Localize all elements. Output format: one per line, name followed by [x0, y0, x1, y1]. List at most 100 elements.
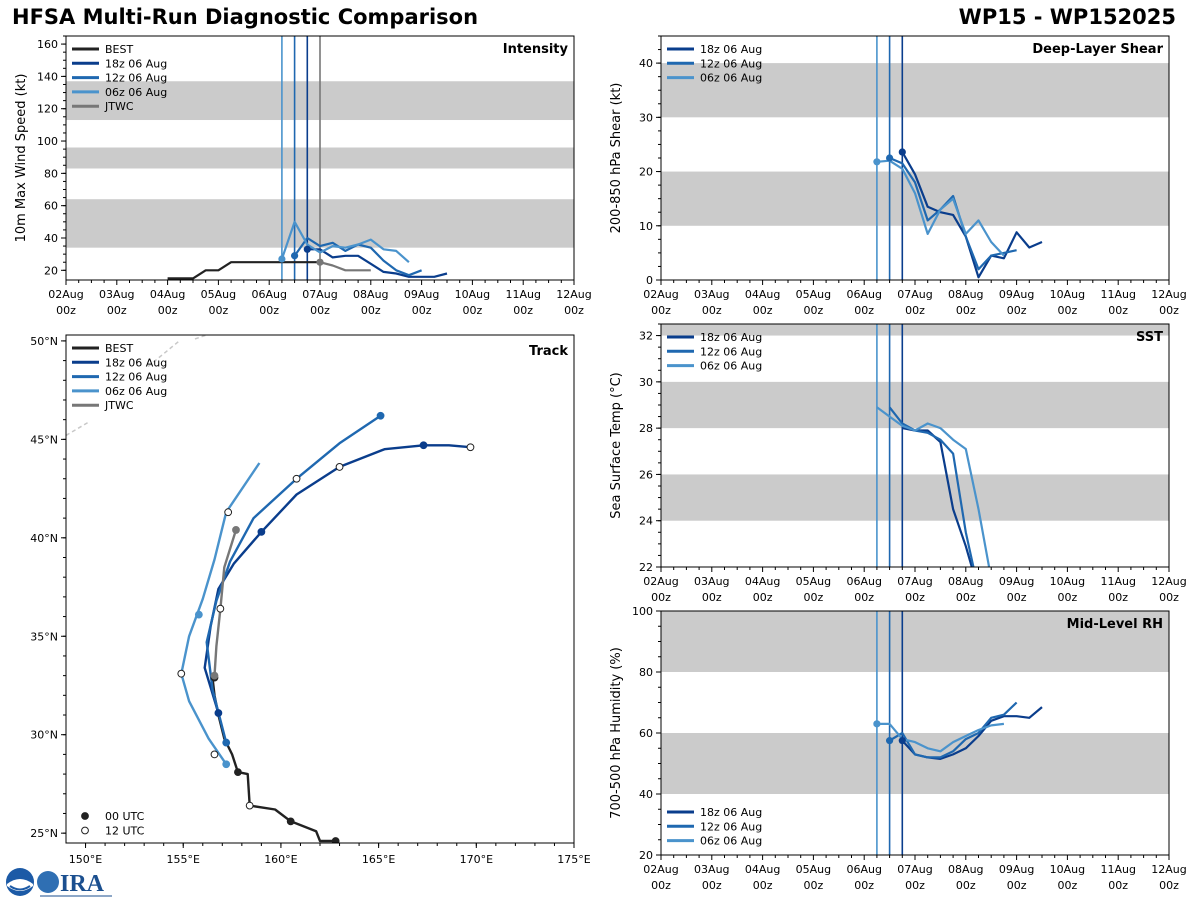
rh-xtick-label: 11Aug [1100, 863, 1135, 876]
shear-xtick-label: 09Aug [999, 288, 1034, 301]
intensity-series-BEST [167, 261, 320, 280]
sst-ytick-label: 26 [639, 468, 653, 481]
rh-title: Mid-Level RH [1067, 617, 1163, 632]
rh-legend-label: 18z 06 Aug [700, 806, 762, 819]
sst-plot-area [661, 324, 1169, 567]
rh-band-1 [661, 611, 1169, 672]
sst-xtick-sublabel: 00z [1007, 591, 1027, 604]
track-panel: 150°E 155°E 160°E 165°E 170°E 175°E 25°N 30°N 35… [30, 334, 591, 866]
sst-xtick-label: 09Aug [999, 575, 1034, 588]
track-legend-label: 12z 06 Aug [105, 371, 167, 384]
rh-xtick-label: 05Aug [796, 863, 831, 876]
rh-xtick-sublabel: 00z [905, 879, 925, 892]
intensity-ylabel: 10m Max Wind Speed (kt) [14, 74, 29, 243]
intensity-xtick-sublabel: 00z [564, 304, 584, 317]
rh-legend-label: 06z 06 Aug [700, 835, 762, 848]
sst-band-0 [661, 474, 1169, 521]
intensity-xtick-sublabel: 00z [463, 304, 483, 317]
sst-xtick-sublabel: 00z [1058, 591, 1078, 604]
intensity-ytick-label: 160 [37, 38, 58, 51]
intensity-xtick-label: 06Aug [251, 288, 286, 301]
shear-ytick-label: 40 [639, 57, 653, 70]
track-xtick-label: 170°E [460, 853, 493, 866]
shear-xtick-label: 10Aug [1050, 288, 1085, 301]
rh-xtick-sublabel: 00z [753, 879, 773, 892]
shear-xtick-sublabel: 00z [702, 304, 722, 317]
cira-logo: IRA [37, 871, 112, 897]
shear-legend-label: 06z 06 Aug [700, 72, 762, 85]
shear-legend-label: 12z 06 Aug [700, 57, 762, 70]
sst-title: SST [1136, 330, 1163, 345]
shear-marker-0 [898, 148, 906, 156]
sst-legend-label: 12z 06 Aug [700, 345, 762, 358]
sst-xtick-label: 06Aug [846, 575, 881, 588]
sst-xtick-sublabel: 00z [1108, 591, 1128, 604]
rh-panel: 02Aug 00z 03Aug 00z 04Aug 00z 05Aug 00z 06Aug 00z… [609, 605, 1187, 892]
shear-ytick-label: 30 [639, 111, 653, 124]
intensity-marker-2 [278, 255, 286, 263]
intensity-series-06z-06-Aug [280, 220, 410, 264]
shear-xtick-sublabel: 00z [956, 304, 976, 317]
shear-xtick-sublabel: 00z [1007, 304, 1027, 317]
sst-band-1 [661, 381, 1169, 429]
track-point [376, 411, 385, 420]
sst-panel: 02Aug 00z 03Aug 00z 04Aug 00z 05Aug 00z 06Aug 00z… [609, 323, 1187, 604]
intensity-plot-area [66, 36, 574, 280]
shear-xtick-label: 06Aug [846, 288, 881, 301]
track-ytick-label: 50°N [30, 335, 58, 348]
intensity-xtick-label: 10Aug [455, 288, 490, 301]
track-xtick-label: 155°E [167, 853, 200, 866]
rh-xtick-label: 12Aug [1151, 863, 1186, 876]
shear-xtick-label: 05Aug [796, 288, 831, 301]
sst-xtick-label: 12Aug [1151, 575, 1186, 588]
intensity-title: Intensity [503, 42, 569, 57]
sst-ylabel: Sea Surface Temp (°C) [609, 372, 624, 519]
intensity-xtick-label: 04Aug [150, 288, 185, 301]
sst-xtick-label: 04Aug [745, 575, 780, 588]
rh-plot-area [661, 611, 1169, 855]
track-point [210, 671, 219, 680]
intensity-xtick-sublabel: 00z [412, 304, 432, 317]
intensity-xtick-sublabel: 00z [209, 304, 229, 317]
shear-xtick-label: 08Aug [948, 288, 983, 301]
intensity-series-JTWC [319, 261, 371, 272]
track-frame [65, 334, 575, 844]
intensity-xtick-label: 11Aug [505, 288, 540, 301]
intensity-xtick-sublabel: 00z [310, 304, 330, 317]
rh-xtick-label: 07Aug [897, 863, 932, 876]
track-point [234, 768, 242, 777]
track-ytick-label: 30°N [30, 729, 58, 742]
intensity-xtick-sublabel: 00z [361, 304, 381, 317]
sst-xtick-label: 03Aug [694, 575, 729, 588]
rh-series-12z-06-Aug [889, 701, 1018, 759]
intensity-xtick-label: 03Aug [99, 288, 134, 301]
shear-xtick-label: 03Aug [694, 288, 729, 301]
svg-text:IRA: IRA [60, 871, 105, 897]
sst-xtick-label: 02Aug [643, 575, 678, 588]
shear-xtick-sublabel: 00z [854, 304, 874, 317]
sst-xtick-label: 05Aug [796, 575, 831, 588]
track-marker-legend-symbol [81, 826, 89, 835]
rh-xtick-label: 04Aug [745, 863, 780, 876]
track-marker-legend-symbol [81, 812, 89, 820]
shear-xtick-label: 11Aug [1100, 288, 1135, 301]
sst-legend-label: 06z 06 Aug [700, 360, 762, 373]
track-title: Track [529, 344, 568, 359]
rh-ytick-label: 100 [632, 605, 653, 618]
shear-band-1 [661, 63, 1169, 118]
rh-xtick-sublabel: 00z [1007, 879, 1027, 892]
shear-series-18z-06-Aug [901, 151, 1043, 279]
intensity-ytick-label: 40 [44, 232, 58, 245]
track-series-BEST [211, 675, 336, 843]
rh-ytick-label: 40 [639, 788, 653, 801]
intensity-legend-label: BEST [105, 43, 133, 56]
rh-series-06z-06-Aug [876, 722, 1005, 753]
rh-ytick-label: 20 [639, 849, 653, 862]
intensity-xtick-label: 02Aug [48, 288, 83, 301]
track-ytick-label: 25°N [30, 827, 58, 840]
sst-xtick-sublabel: 00z [1159, 591, 1179, 604]
track-series-JTWC [213, 529, 238, 676]
shear-xtick-sublabel: 00z [753, 304, 773, 317]
shear-xtick-sublabel: 00z [905, 304, 925, 317]
